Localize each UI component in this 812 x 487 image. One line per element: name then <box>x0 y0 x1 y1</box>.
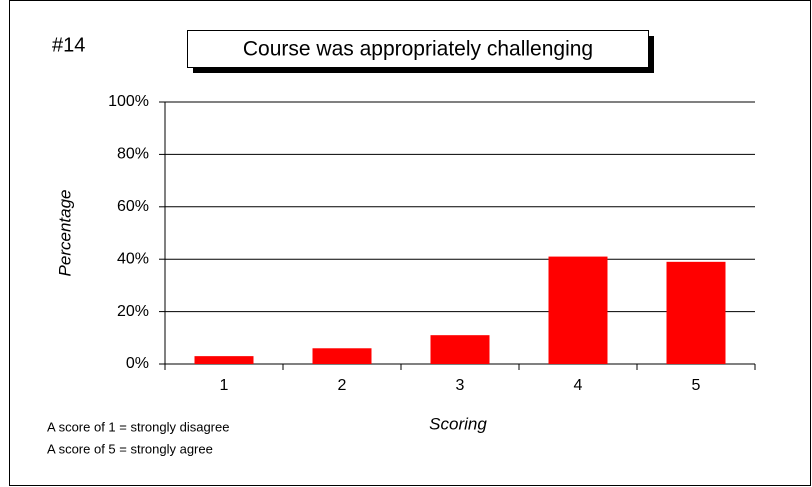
bar <box>666 261 726 364</box>
x-tick-label: 2 <box>338 377 347 394</box>
x-axis-label: Scoring <box>429 414 487 433</box>
bar <box>430 335 490 364</box>
y-tick-label: 40% <box>117 250 149 267</box>
chart-border <box>9 0 811 486</box>
bar <box>312 348 372 364</box>
y-tick-label: 20% <box>117 303 149 320</box>
x-tick-label: 5 <box>692 377 701 394</box>
y-tick-label: 60% <box>117 198 149 215</box>
y-tick-label: 0% <box>126 355 149 372</box>
x-tick-label: 3 <box>456 377 465 394</box>
y-tick-label: 100% <box>108 93 149 110</box>
y-tick-label: 80% <box>117 146 149 163</box>
note: A score of 1 = strongly disagree <box>47 419 229 434</box>
y-axis-label: Percentage <box>55 190 74 277</box>
title-box <box>187 30 649 68</box>
chart-title: Course was appropriately challenging <box>243 38 593 61</box>
x-tick-label: 4 <box>574 377 583 394</box>
bar <box>548 256 608 364</box>
chart-number: #14 <box>52 34 85 56</box>
bar <box>194 356 254 364</box>
x-tick-label: 1 <box>220 377 229 394</box>
note: A score of 5 = strongly agree <box>47 441 213 456</box>
